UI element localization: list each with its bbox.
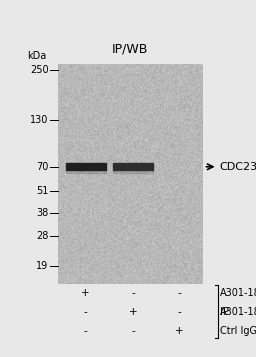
Text: -: -: [177, 288, 181, 298]
Text: -: -: [131, 326, 135, 336]
Text: CDC23/APC8: CDC23/APC8: [219, 162, 256, 172]
Text: A301-182A: A301-182A: [220, 307, 256, 317]
Text: A301-181A: A301-181A: [220, 288, 256, 298]
Bar: [66, 164, 106, 170]
Bar: [66, 169, 106, 173]
Text: kDa: kDa: [27, 51, 46, 61]
Text: -: -: [131, 288, 135, 298]
Text: 51: 51: [36, 186, 49, 196]
Text: IP/WB: IP/WB: [112, 42, 148, 55]
Text: 130: 130: [30, 115, 49, 125]
Text: +: +: [81, 288, 90, 298]
Bar: [113, 164, 153, 170]
Text: +: +: [175, 326, 184, 336]
Text: -: -: [177, 307, 181, 317]
Bar: [113, 169, 153, 173]
Text: Ctrl IgG: Ctrl IgG: [220, 326, 256, 336]
Text: 250: 250: [30, 65, 49, 75]
Text: 19: 19: [36, 261, 49, 271]
Text: -: -: [84, 326, 88, 336]
Text: IP: IP: [220, 307, 229, 317]
Text: -: -: [84, 307, 88, 317]
Text: 70: 70: [36, 162, 49, 172]
Text: +: +: [129, 307, 137, 317]
Text: 38: 38: [36, 208, 49, 218]
Text: 28: 28: [36, 231, 49, 241]
